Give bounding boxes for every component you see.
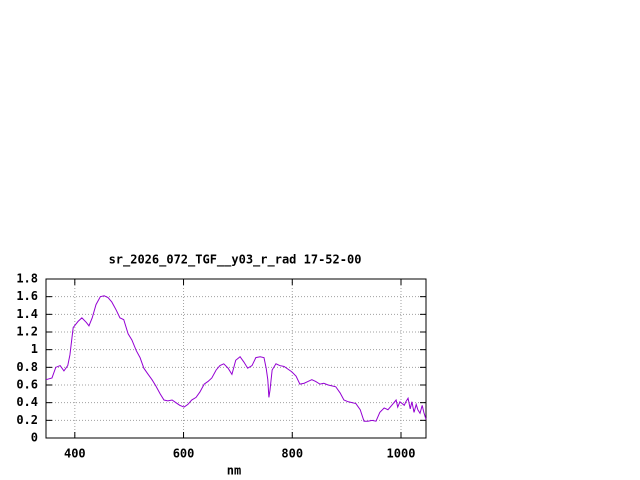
y-tick-label: 0.2 xyxy=(16,413,38,427)
x-tick-label: 1000 xyxy=(387,447,416,461)
y-tick-label: 1 xyxy=(31,342,38,356)
y-tick-label: 1.4 xyxy=(16,307,38,321)
x-tick-label: 800 xyxy=(281,447,303,461)
x-tick-label: 400 xyxy=(64,447,86,461)
x-tick-label: 600 xyxy=(173,447,195,461)
y-tick-label: 0 xyxy=(31,431,38,445)
y-tick-label: 1.6 xyxy=(16,289,38,303)
y-tick-label: 0.4 xyxy=(16,395,38,409)
data-line xyxy=(45,295,427,422)
y-tick-label: 1.8 xyxy=(16,272,38,286)
y-tick-label: 0.6 xyxy=(16,378,38,392)
y-tick-label: 1.2 xyxy=(16,325,38,339)
chart-title: sr_2026_072_TGF__y03_r_rad 17-52-00 xyxy=(109,253,362,268)
x-axis-label: nm xyxy=(227,464,241,478)
y-tick-label: 0.8 xyxy=(16,360,38,374)
plot-border xyxy=(45,278,427,439)
